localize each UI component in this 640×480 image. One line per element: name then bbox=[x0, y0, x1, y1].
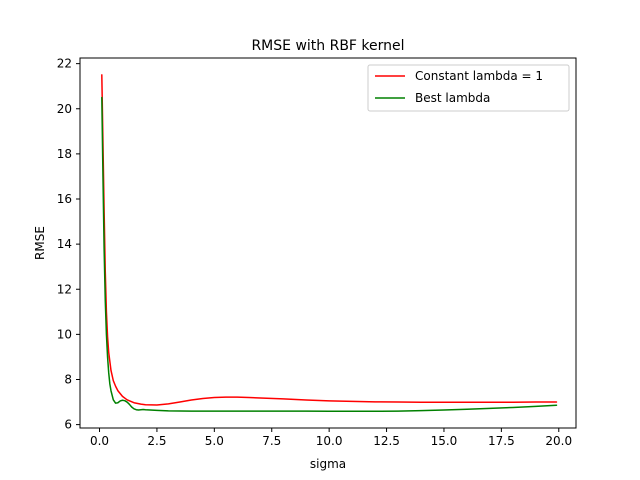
y-axis-ticks: 6 8 10 12 14 16 18 20 22 bbox=[57, 57, 80, 432]
legend-label-best-lambda: Best lambda bbox=[415, 91, 490, 105]
plot-frame bbox=[79, 57, 577, 429]
x-tick-label: 20.0 bbox=[545, 434, 572, 448]
y-tick-label: 6 bbox=[64, 418, 72, 432]
legend-box bbox=[367, 64, 570, 112]
series-line-best-lambda bbox=[101, 96, 558, 413]
chart-title: RMSE with RBF kernel bbox=[251, 38, 404, 54]
x-tick-label: 15.0 bbox=[431, 434, 458, 448]
x-tick-label: 0.0 bbox=[90, 434, 109, 448]
x-tick-label: 5.0 bbox=[205, 434, 224, 448]
x-tick-label: 17.5 bbox=[488, 434, 515, 448]
series-layer bbox=[101, 74, 558, 413]
y-tick-label: 10 bbox=[57, 327, 72, 341]
y-tick-label: 12 bbox=[57, 282, 72, 296]
series-line-constant-lambda bbox=[101, 74, 558, 406]
legend: Constant lambda = 1 Best lambda bbox=[367, 64, 570, 112]
y-tick-label: 14 bbox=[57, 237, 72, 251]
x-axis-ticks: 0.0 2.5 5.0 7.5 10.0 12.5 15.0 17.5 20.0 bbox=[90, 428, 572, 448]
y-tick-label: 16 bbox=[57, 192, 72, 206]
x-tick-label: 7.5 bbox=[262, 434, 281, 448]
y-tick-label: 8 bbox=[64, 372, 72, 386]
x-axis-label: sigma bbox=[310, 457, 346, 471]
plot-area bbox=[79, 57, 577, 429]
x-tick-label: 2.5 bbox=[147, 434, 166, 448]
y-tick-label: 22 bbox=[57, 57, 72, 71]
y-tick-label: 18 bbox=[57, 147, 72, 161]
y-tick-label: 20 bbox=[57, 102, 72, 116]
legend-label-constant-lambda: Constant lambda = 1 bbox=[415, 69, 543, 83]
y-axis-label: RMSE bbox=[33, 226, 47, 260]
x-tick-label: 12.5 bbox=[373, 434, 400, 448]
x-tick-label: 10.0 bbox=[316, 434, 343, 448]
